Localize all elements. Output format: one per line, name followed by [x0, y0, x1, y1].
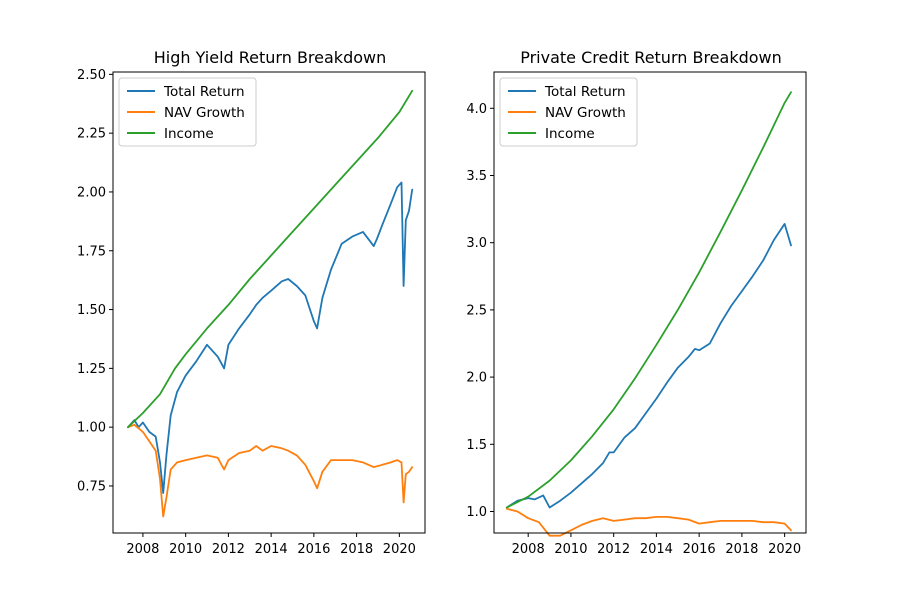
legend-box	[118, 77, 257, 147]
legend: Total Return NAV Growth Income	[499, 77, 638, 147]
x-tick-label: 2018	[725, 542, 758, 557]
legend-label: Income	[164, 126, 214, 142]
series-line-total-return	[505, 223, 792, 509]
chart-title: Private Credit Return Breakdown	[520, 48, 782, 67]
x-tick-label: 2008	[126, 542, 159, 557]
series-line-income	[505, 91, 792, 509]
x-tick-label: 2014	[255, 542, 288, 557]
plot-frame	[493, 71, 807, 534]
chart-panel-high-yield: High Yield Return Breakdown 2008 2010 2012…	[77, 48, 426, 557]
legend-label: NAV Growth	[164, 105, 245, 121]
series-line-nav-growth	[127, 423, 414, 518]
y-tick-label: 2.5	[466, 303, 487, 318]
y-tick-label: 1.0	[466, 505, 487, 520]
y-tick-label: 1.00	[77, 421, 106, 436]
legend-label: Total Return	[544, 84, 626, 100]
y-tick-label: 3.0	[466, 236, 487, 251]
legend-label: Total Return	[163, 84, 245, 100]
y-tick-label: 3.5	[466, 169, 487, 184]
x-tick-label: 2018	[340, 542, 373, 557]
y-tick-label: 1.50	[77, 303, 106, 318]
chart-title: High Yield Return Breakdown	[154, 48, 387, 67]
legend-label: Income	[545, 126, 595, 142]
legend: Total Return NAV Growth Income	[118, 77, 257, 147]
y-tick-label: 2.0	[466, 371, 487, 386]
x-tick-label: 2016	[297, 542, 330, 557]
x-tick-label: 2012	[212, 542, 245, 557]
x-tick-label: 2012	[597, 542, 630, 557]
series-line-nav-growth	[505, 507, 792, 537]
x-tick-label: 2008	[512, 542, 545, 557]
chart-panel-private-credit: Private Credit Return Breakdown 2008 2010…	[466, 48, 807, 557]
x-tick-label: 2020	[768, 542, 801, 557]
y-tick-label: 0.75	[77, 479, 106, 494]
y-tick-label: 1.25	[77, 362, 106, 377]
series-line-total-return	[127, 181, 414, 494]
plot-frame	[112, 71, 426, 534]
y-tick-label: 2.00	[77, 185, 106, 200]
y-tick-label: 2.25	[77, 127, 106, 142]
x-tick-label: 2010	[554, 542, 587, 557]
legend-label: NAV Growth	[545, 105, 626, 121]
y-tick-label: 2.50	[77, 68, 106, 83]
legend-box	[499, 77, 638, 147]
y-tick-label: 4.0	[466, 102, 487, 117]
y-tick-label: 1.5	[466, 438, 487, 453]
x-tick-label: 2014	[640, 542, 673, 557]
x-tick-label: 2010	[169, 542, 202, 557]
y-tick-label: 1.75	[77, 244, 106, 259]
series-line-income	[127, 89, 414, 429]
x-tick-label: 2020	[383, 542, 416, 557]
x-tick-label: 2016	[683, 542, 716, 557]
